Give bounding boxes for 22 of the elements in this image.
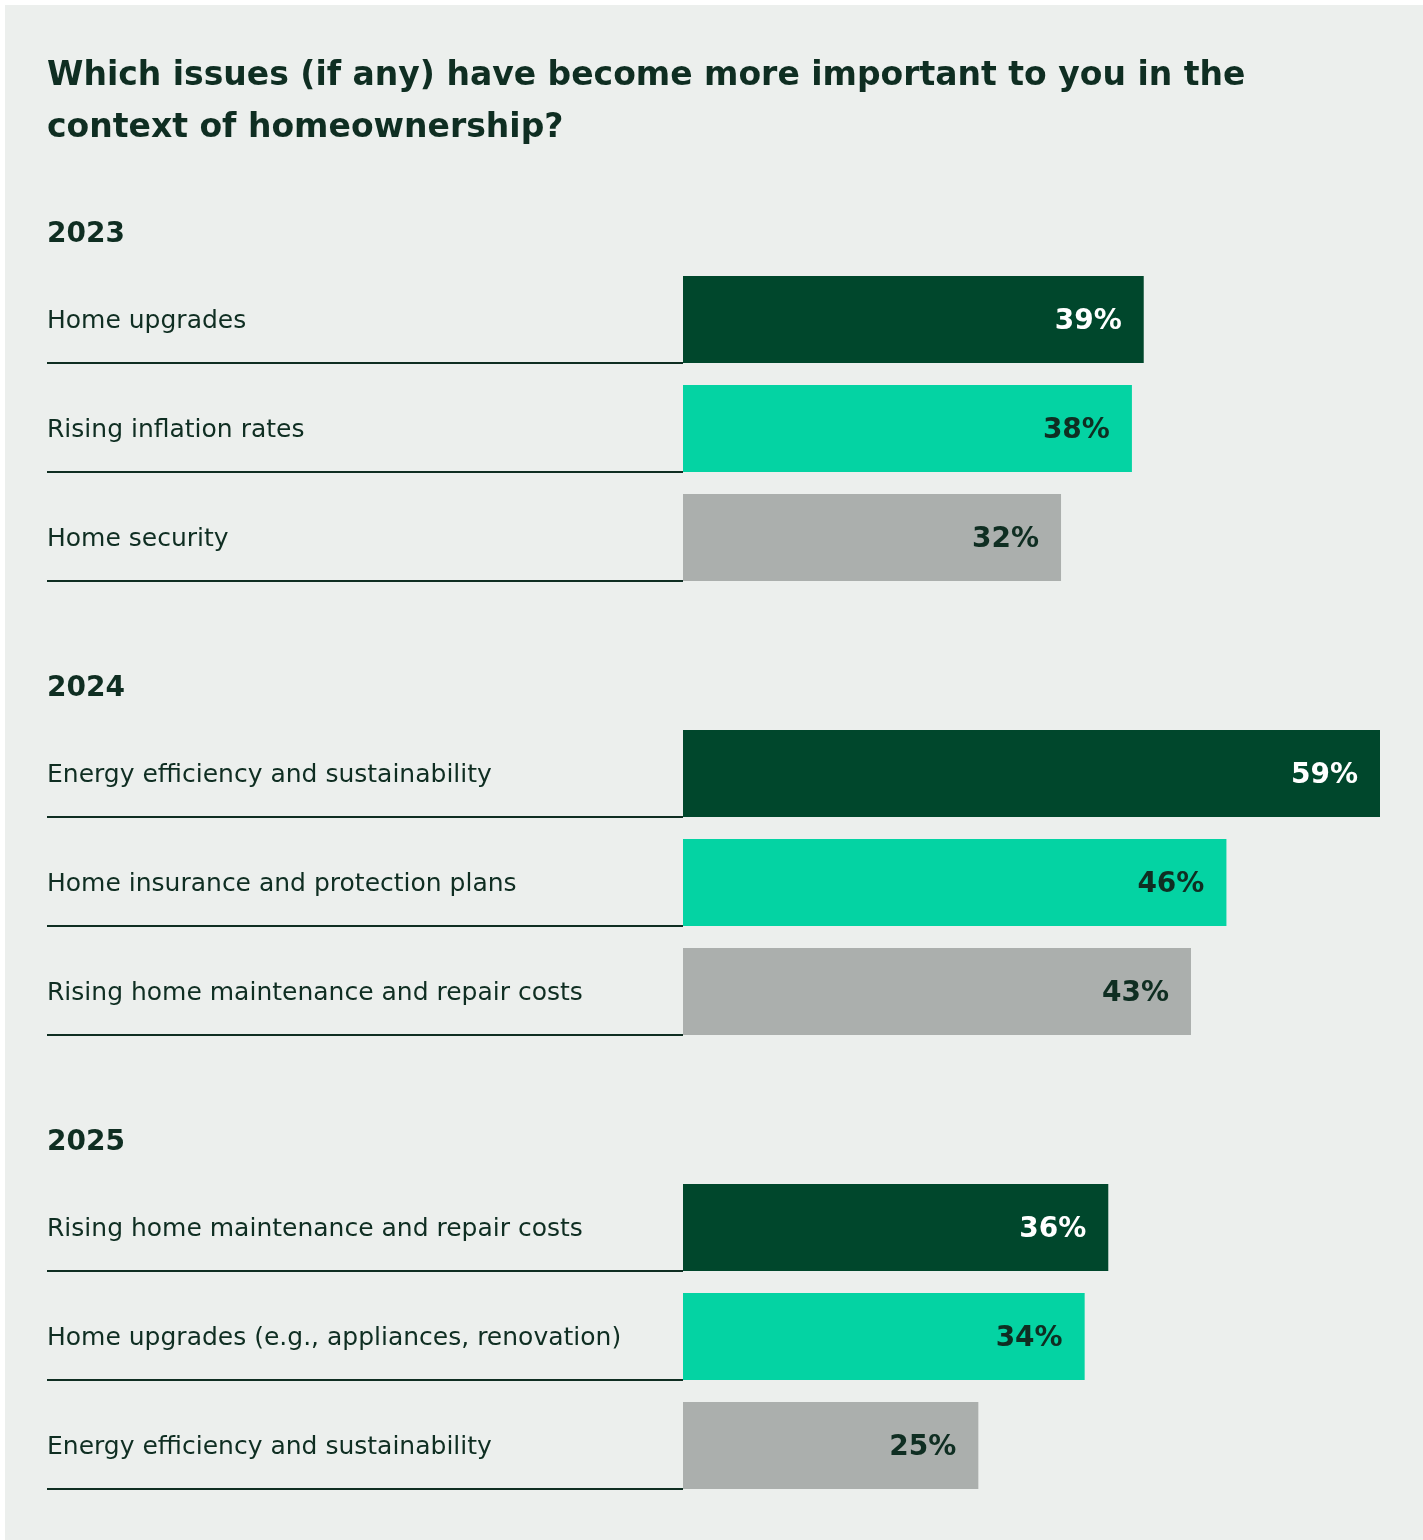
data-label: 34%: [995, 1320, 1063, 1353]
text: 2023: [47, 216, 125, 249]
text: 2024: [47, 670, 125, 703]
data-label: 32%: [972, 521, 1040, 554]
text: 2025: [47, 1124, 125, 1157]
chart-title: Which issues (if any) have become more important to you in the context of homeownership?: [47, 53, 1247, 147]
y-tick-label: Energy efficiency and sustainability: [47, 759, 493, 788]
y-tick-label: Rising home maintenance and repair costs: [47, 977, 583, 1006]
y-tick-label: Rising home maintenance and repair costs: [47, 1213, 583, 1242]
y-tick-label: Home upgrades: [47, 305, 247, 334]
y-tick-label: Home upgrades (e.g., appliances, renovation): [47, 1322, 622, 1351]
y-tick-label: Home insurance and protection plans: [47, 868, 517, 897]
data-label: 59%: [1290, 757, 1358, 790]
y-tick-label: Rising inflation rates: [47, 414, 305, 443]
data-label: 46%: [1137, 866, 1205, 899]
data-label: 39%: [1054, 303, 1122, 336]
y-tick-label: Home security: [47, 523, 229, 552]
y-tick-label: Energy efficiency and sustainability: [47, 1431, 493, 1460]
data-label: 25%: [889, 1429, 957, 1462]
data-label: 43%: [1101, 975, 1169, 1008]
data-label: 36%: [1019, 1211, 1087, 1244]
data-label: 38%: [1042, 412, 1110, 445]
